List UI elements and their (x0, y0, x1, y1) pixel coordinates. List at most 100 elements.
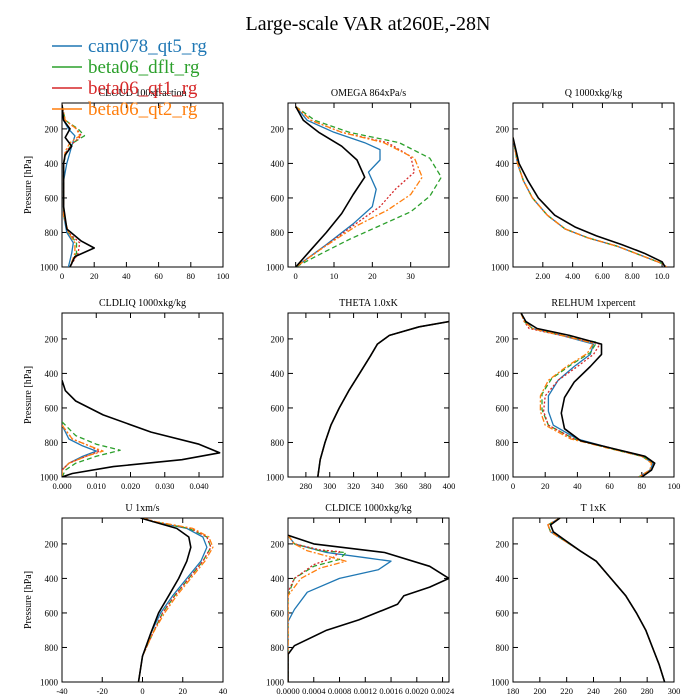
x-tick-label: 20 (368, 271, 377, 281)
x-tick-label: 40 (122, 271, 131, 281)
x-tick-label: 300 (668, 686, 681, 696)
y-tick-label: 400 (271, 369, 285, 379)
series-line-2 (62, 421, 121, 477)
x-tick-label: 0.0008 (328, 686, 351, 696)
series-line-4 (513, 137, 667, 267)
x-tick-label: 240 (587, 686, 600, 696)
y-tick-label: 800 (45, 643, 59, 653)
x-tick-label: 4.00 (565, 271, 580, 281)
y-axis-label: Pressure [hPa] (23, 571, 34, 629)
panel-4: CLDLIQ 1000xkg/kg Pressure [hPa] 200 400 600… (23, 298, 224, 491)
y-tick-label: 800 (271, 643, 285, 653)
series-line-4 (137, 518, 214, 682)
y-tick-label: 600 (45, 608, 59, 618)
y-tick-label: 400 (45, 369, 59, 379)
y-axis-label: Pressure [hPa] (23, 366, 34, 424)
series-line-2 (547, 518, 666, 682)
y-tick-label: 200 (496, 334, 510, 344)
y-tick-label: 400 (496, 159, 510, 169)
x-tick-label: 2.00 (535, 271, 550, 281)
y-tick-label: 800 (45, 438, 59, 448)
x-tick-label: 320 (347, 481, 360, 491)
series-line-5 (549, 518, 666, 682)
panel-title: CLOUD 100xfraction (98, 88, 186, 99)
panel-1: CLOUD 100xfraction Pressure [hPa] 200 40 0 60… (23, 88, 229, 281)
x-tick-label: 0.020 (121, 481, 140, 491)
x-tick-label: 0 (294, 271, 298, 281)
plot-frame (61, 102, 224, 268)
x-tick-label: 30 (406, 271, 415, 281)
series-line-3 (295, 106, 416, 267)
series-line-4 (62, 424, 104, 477)
y-tick-label: 400 (496, 369, 510, 379)
x-tick-label: 20 (541, 481, 550, 491)
x-tick-label: 0 (60, 271, 64, 281)
panel-2: OMEGA 864xPa/s 200 400 600 800 1000 0 10 20 30 (266, 88, 450, 281)
series-line-4 (317, 320, 449, 477)
panel-title: THETA 1.0xK (339, 298, 398, 309)
plot-frame (512, 102, 675, 268)
x-tick-label: 260 (614, 686, 627, 696)
series-line-5 (317, 320, 449, 477)
x-tick-label: 180 (507, 686, 520, 696)
x-tick-label: 10.0 (655, 271, 670, 281)
panel-title: OMEGA 864xPa/s (331, 88, 406, 99)
plot-frame (512, 312, 675, 478)
series-line-2 (295, 105, 442, 267)
y-tick-label: 800 (496, 228, 510, 238)
series-line-4 (295, 106, 423, 267)
series-line-2 (137, 518, 212, 682)
x-tick-label: -40 (56, 686, 67, 696)
x-tick-label: 0 (511, 481, 515, 491)
y-tick-label: 200 (45, 124, 59, 134)
x-tick-label: 20 (179, 686, 188, 696)
x-tick-label: 280 (641, 686, 654, 696)
x-tick-label: 10 (330, 271, 339, 281)
y-tick-label: 600 (45, 193, 59, 203)
plot-frame (287, 102, 450, 268)
x-tick-label: 80 (187, 271, 196, 281)
series-line-5 (513, 137, 666, 267)
y-tick-label: 800 (496, 643, 510, 653)
panel-3: Q 1000xkg/kg 200 400 600 800 1000 2.00 4.00 6.00… (491, 88, 675, 281)
y-tick-label: 200 (496, 539, 510, 549)
series-line-1 (295, 106, 381, 267)
y-tick-label: 1000 (266, 263, 285, 273)
y-tick-label: 600 (496, 403, 510, 413)
y-tick-label: 600 (496, 193, 510, 203)
x-tick-label: 360 (395, 481, 408, 491)
series-line-1 (547, 518, 666, 682)
x-tick-label: 220 (560, 686, 573, 696)
y-tick-label: 400 (271, 159, 285, 169)
x-tick-label: 380 (419, 481, 432, 491)
x-tick-label: 200 (533, 686, 546, 696)
y-tick-label: 1000 (491, 263, 510, 273)
x-tick-label: 100 (668, 481, 681, 491)
x-tick-label: 0.0016 (379, 686, 402, 696)
x-tick-label: 280 (300, 481, 313, 491)
series-line-5 (137, 518, 192, 682)
y-axis-label: Pressure [hPa] (23, 156, 34, 214)
x-tick-label: 20 (90, 271, 99, 281)
y-tick-label: 200 (271, 124, 285, 134)
x-tick-label: 300 (323, 481, 336, 491)
x-tick-label: 0.030 (155, 481, 174, 491)
legend-label: beta06_dflt_rg (88, 57, 200, 78)
panel-title: U 1xm/s (125, 503, 159, 514)
series-line-4 (520, 313, 653, 477)
series-line-1 (317, 320, 449, 477)
y-tick-label: 600 (271, 193, 285, 203)
series-line-5 (288, 534, 449, 682)
y-tick-label: 600 (45, 403, 59, 413)
y-tick-label: 800 (271, 438, 285, 448)
panel-title: CLDICE 1000xkg/kg (325, 503, 411, 514)
y-tick-label: 1000 (491, 473, 510, 483)
series-line-2 (288, 534, 347, 682)
y-tick-label: 1000 (40, 473, 59, 483)
series-line-1 (62, 104, 76, 267)
y-tick-label: 800 (496, 438, 510, 448)
